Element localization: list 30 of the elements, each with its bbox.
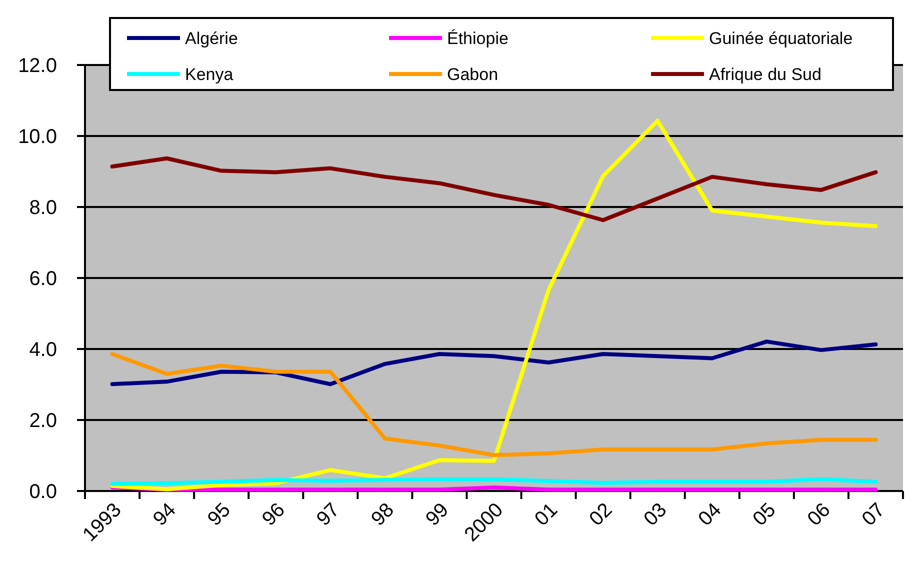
x-tick-label: 96 bbox=[258, 498, 290, 530]
x-tick-label: 05 bbox=[748, 498, 780, 530]
x-tick-label: 99 bbox=[422, 498, 453, 530]
legend-label: Gabon bbox=[447, 65, 498, 84]
x-tick-label: 97 bbox=[312, 498, 344, 530]
x-tick-label: 02 bbox=[585, 498, 617, 530]
line-series bbox=[110, 156, 878, 222]
line-series bbox=[110, 118, 878, 492]
y-tick-label: 6.0 bbox=[29, 268, 57, 290]
x-tick-label: 98 bbox=[367, 498, 398, 530]
line-series bbox=[110, 352, 878, 458]
legend-label: Éthiopie bbox=[447, 29, 508, 48]
y-tick-label: 0.0 bbox=[29, 481, 57, 503]
x-tick-label: 04 bbox=[694, 498, 726, 530]
y-tick-label: 2.0 bbox=[29, 410, 57, 432]
legend-label: Algérie bbox=[185, 29, 238, 48]
legend-label: Afrique du Sud bbox=[709, 65, 822, 84]
x-tick-label: 95 bbox=[204, 498, 235, 530]
x-tick-label: 07 bbox=[858, 498, 890, 530]
legend-label: Guinée équatoriale bbox=[709, 29, 853, 48]
y-tick-label: 12.0 bbox=[18, 55, 57, 77]
line-series bbox=[110, 340, 878, 386]
x-tick-label: 01 bbox=[530, 498, 562, 530]
y-tick-label: 10.0 bbox=[18, 126, 57, 148]
x-tick-label: 06 bbox=[803, 498, 835, 530]
x-tick-label: 03 bbox=[640, 498, 672, 530]
y-tick-label: 8.0 bbox=[29, 197, 57, 219]
x-tick-label: 94 bbox=[149, 498, 180, 530]
legend-label: Kenya bbox=[185, 65, 234, 84]
y-tick-label: 4.0 bbox=[29, 339, 57, 361]
